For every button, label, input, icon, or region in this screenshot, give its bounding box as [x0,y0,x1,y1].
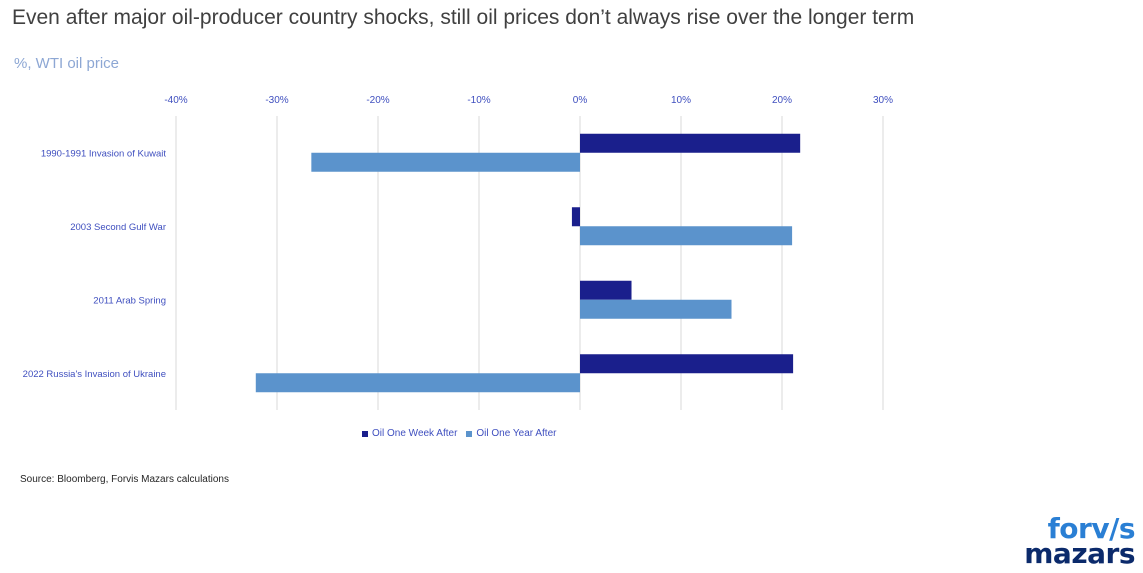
x-tick-label: 30% [873,95,893,106]
bar-one-year-after [580,226,793,246]
legend-item-year: Oil One Year After [466,428,556,439]
source-note: Source: Bloomberg, Forvis Mazars calcula… [20,474,229,485]
bar-one-week-after [580,280,632,300]
x-tick-label: -40% [164,95,187,106]
x-tick-label: 20% [772,95,792,106]
legend-swatch-week [362,430,368,437]
x-tick-label: 0% [573,95,588,106]
chart-subtitle: %, WTI oil price [14,55,120,72]
category-label: 2022 Russia's Invasion of Ukraine [23,369,166,380]
x-tick-label: -20% [366,95,389,106]
legend-swatch-year [466,430,473,437]
bar-one-year-after [311,152,580,172]
bar-one-year-after [580,299,732,319]
category-label: 1990-1991 Invasion of Kuwait [41,148,167,159]
bar-one-week-after [571,207,580,227]
chart-title: Even after major oil-producer country sh… [12,6,915,29]
legend-label-year: Oil One Year After [476,428,557,439]
x-tick-label: 10% [671,95,691,106]
legend-item-week: Oil One Week After [362,428,457,439]
bar-one-week-after [580,354,794,374]
forvis-mazars-logo: forv/s mazars [1024,512,1136,570]
logo-line-2: mazars [1024,537,1135,570]
x-tick-label: -30% [265,95,288,106]
bar-one-week-after [580,133,801,153]
legend-label-week: Oil One Week After [372,428,458,439]
bar-one-year-after [255,373,581,393]
category-label: 2003 Second Gulf War [70,222,166,233]
category-label: 2011 Arab Spring [93,295,166,306]
logo-line-1: forv/s [1047,512,1136,545]
chart-legend: Oil One Week After Oil One Year After [362,428,565,439]
x-tick-label: -10% [467,95,490,106]
